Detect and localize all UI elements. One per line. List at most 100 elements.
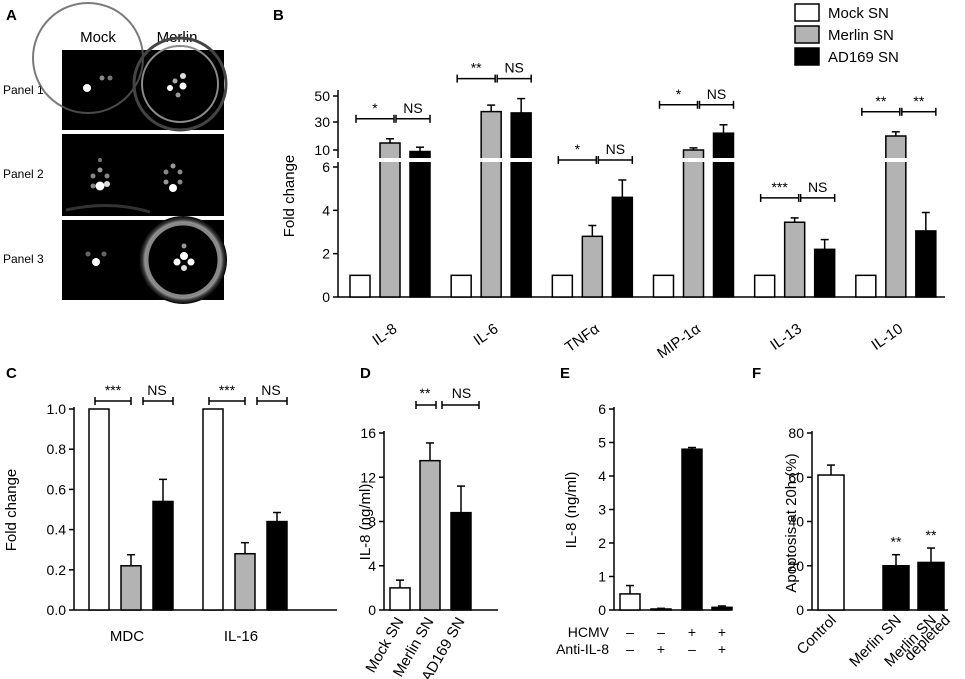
e-y-tick-1-label: 1 bbox=[598, 569, 606, 585]
f-bar-0 bbox=[817, 474, 845, 611]
c-bar-0-2 bbox=[152, 500, 174, 611]
photo-panel-1 bbox=[32, 2, 228, 132]
f-sig-2: ** bbox=[926, 527, 937, 543]
e-y-tick-6-label: 6 bbox=[598, 401, 606, 417]
b-sig-r-4: NS bbox=[808, 179, 827, 195]
b-bar-0-1 bbox=[379, 142, 401, 298]
photo-col-label-mock: Mock bbox=[80, 29, 116, 46]
c-cat-label-0: MDC bbox=[110, 628, 144, 645]
b-bar-2-1 bbox=[581, 235, 604, 298]
c-sig-r-0: NS bbox=[147, 382, 166, 398]
b-bar-1-0 bbox=[450, 274, 472, 298]
panel-label-b: B bbox=[273, 7, 284, 24]
c-bar-1-1 bbox=[234, 552, 256, 611]
d-bar-2 bbox=[450, 511, 472, 611]
b-y-tick-6-label: 6 bbox=[322, 159, 330, 175]
d-sig-r: NS bbox=[452, 385, 471, 401]
b-bar-5-0 bbox=[855, 274, 877, 298]
legend-swatch-mock bbox=[794, 3, 820, 22]
photo-panel-2 bbox=[62, 134, 224, 216]
e-bar-1 bbox=[650, 608, 672, 611]
d-y-tick-0-label: 0 bbox=[368, 602, 376, 618]
b-sig-l-4: *** bbox=[771, 179, 788, 195]
panel-label-f: F bbox=[752, 365, 761, 382]
b-sig-r-3: NS bbox=[707, 86, 726, 102]
legend-label-ad169: AD169 SN bbox=[828, 49, 899, 66]
b-y-tick-2-label: 2 bbox=[322, 246, 330, 262]
photo-row-label-2: Panel 2 bbox=[3, 167, 44, 181]
b-cat-label-0: IL-8 bbox=[369, 320, 400, 349]
b-sig-l-2: * bbox=[575, 141, 581, 157]
b-bar-3-2 bbox=[712, 132, 735, 298]
e-cond-sign-1-2: – bbox=[688, 641, 696, 657]
e-bar-2 bbox=[681, 448, 703, 611]
e-bar-3 bbox=[711, 606, 733, 611]
b-y-tick-0-label: 0 bbox=[322, 289, 330, 305]
legend: Mock SN Merlin SN AD169 SN bbox=[794, 3, 899, 66]
b-break-3 bbox=[673, 158, 744, 162]
legend-label-mock: Mock SN bbox=[828, 5, 889, 22]
b-sig-r-1: NS bbox=[504, 60, 523, 76]
c-sig-l-0: *** bbox=[105, 382, 122, 398]
e-cond-sign-0-3: + bbox=[718, 624, 726, 640]
d-y-tick-16-label: 16 bbox=[360, 425, 376, 441]
b-break-5 bbox=[875, 158, 946, 162]
c-y-tick-1.0-label: 1.0 bbox=[47, 401, 67, 417]
f-sig-1: ** bbox=[891, 534, 902, 550]
e-y-label: IL-8 (ng/ml) bbox=[563, 472, 580, 549]
b-sig-r-5: ** bbox=[913, 93, 924, 109]
e-cond-sign-0-1: – bbox=[657, 624, 665, 640]
panel-label-e: E bbox=[560, 365, 570, 382]
b-bar-2-0 bbox=[551, 274, 574, 298]
b-bar-3-1 bbox=[682, 149, 705, 298]
b-sig-l-3: * bbox=[676, 86, 682, 102]
e-cond-sign-0-2: + bbox=[688, 624, 696, 640]
e-y-tick-3-label: 3 bbox=[598, 502, 606, 518]
d-y-tick-4-label: 4 bbox=[368, 558, 376, 574]
f-bar-1 bbox=[882, 565, 910, 611]
b-bar-4-1 bbox=[783, 221, 806, 298]
e-cond-sign-1-0: – bbox=[626, 641, 634, 657]
b-y-tick-30-label: 30 bbox=[314, 114, 330, 130]
e-cond-sign-1-1: + bbox=[657, 641, 665, 657]
b-y-tick-10-label: 10 bbox=[314, 142, 330, 158]
panel-label-c: C bbox=[6, 365, 17, 382]
f-y-tick-60-label: 60 bbox=[788, 469, 804, 485]
b-bar-5-2 bbox=[915, 230, 937, 298]
e-bar-0 bbox=[619, 593, 641, 611]
e-cond-sign-0-0: – bbox=[626, 624, 634, 640]
e-cond-sign-1-3: + bbox=[718, 641, 726, 657]
b-y-label: Fold change bbox=[281, 155, 298, 238]
d-bar-0 bbox=[389, 587, 411, 611]
f-y-tick-0-label: 0 bbox=[796, 602, 804, 618]
e-y-tick-4-label: 4 bbox=[598, 468, 606, 484]
b-bar-1-2 bbox=[510, 112, 532, 298]
c-bar-0-0 bbox=[88, 408, 110, 611]
b-y-tick-4-label: 4 bbox=[322, 202, 330, 218]
photo-panel-3 bbox=[62, 216, 227, 304]
legend-swatch-ad169 bbox=[794, 47, 820, 66]
f-cat-label-0-0: Control bbox=[794, 612, 840, 658]
b-bar-1-1 bbox=[480, 110, 502, 298]
d-y-tick-12-label: 12 bbox=[360, 469, 376, 485]
d-y-tick-8-label: 8 bbox=[368, 514, 376, 530]
c-cat-label-1: IL-16 bbox=[224, 628, 258, 645]
b-bar-0-2 bbox=[409, 150, 431, 298]
b-bar-4-2 bbox=[813, 248, 836, 298]
c-bar-1-2 bbox=[266, 520, 288, 611]
b-cat-label-3: MIP-1α bbox=[654, 320, 704, 362]
b-cat-label-1: IL-6 bbox=[471, 320, 502, 349]
f-y-tick-80-label: 80 bbox=[788, 425, 804, 441]
b-bar-3-0 bbox=[652, 274, 675, 298]
b-break-1 bbox=[471, 158, 542, 162]
legend-swatch-merlin bbox=[794, 25, 820, 44]
e-y-tick-5-label: 5 bbox=[598, 435, 606, 451]
e-y-tick-2-label: 2 bbox=[598, 535, 606, 551]
c-y-tick-0.2-label: 0.2 bbox=[47, 562, 67, 578]
b-sig-r-0: NS bbox=[403, 100, 422, 116]
e-cond-label-0: HCMV bbox=[568, 624, 610, 640]
b-axis-break-gap bbox=[332, 158, 344, 162]
d-sig-l: ** bbox=[420, 385, 431, 401]
b-sig-l-1: ** bbox=[471, 60, 482, 76]
